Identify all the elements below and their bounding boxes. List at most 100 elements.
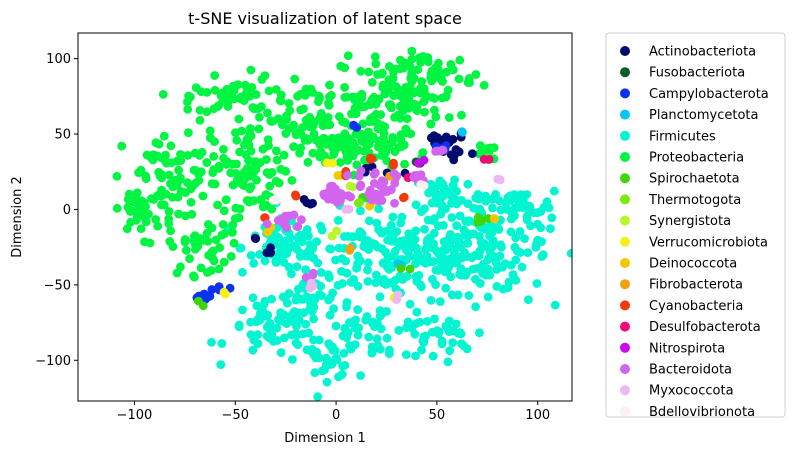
- point-bacteroidota: [326, 182, 335, 191]
- point-firmicutes: [249, 335, 259, 345]
- point-firmicutes: [355, 227, 365, 237]
- point-proteobacteria: [407, 77, 417, 86]
- point-firmicutes: [303, 247, 313, 257]
- point-proteobacteria: [217, 230, 227, 240]
- point-proteobacteria: [442, 91, 451, 101]
- point-firmicutes: [550, 300, 560, 310]
- point-firmicutes: [294, 315, 304, 325]
- legend-item: Proteobacteria: [620, 151, 744, 166]
- point-proteobacteria: [394, 143, 404, 152]
- point-firmicutes: [297, 237, 307, 247]
- point-proteobacteria: [210, 85, 220, 95]
- point-firmicutes: [292, 244, 302, 254]
- point-proteobacteria: [262, 200, 272, 210]
- point-firmicutes: [324, 273, 334, 283]
- legend-marker: [620, 236, 630, 247]
- point-proteobacteria: [401, 82, 411, 92]
- point-proteobacteria: [364, 67, 374, 77]
- point-proteobacteria: [226, 252, 236, 261]
- point-nitrospirota: [414, 158, 423, 168]
- point-proteobacteria: [188, 181, 198, 191]
- point-firmicutes: [412, 307, 422, 317]
- legend-item: Myxococcota: [620, 384, 734, 399]
- point-proteobacteria: [471, 70, 481, 79]
- y-tick-label: 0: [63, 203, 71, 218]
- point-firmicutes: [383, 253, 393, 263]
- point-firmicutes: [330, 346, 340, 356]
- point-firmicutes: [464, 291, 474, 300]
- point-firmicutes: [374, 204, 384, 214]
- point-firmicutes: [484, 253, 494, 263]
- point-firmicutes: [246, 251, 256, 260]
- point-proteobacteria: [327, 133, 337, 143]
- point-firmicutes: [451, 319, 461, 329]
- point-firmicutes: [447, 199, 456, 208]
- point-proteobacteria: [258, 144, 268, 154]
- point-myxococcota: [392, 295, 401, 304]
- chart-title: t-SNE visualization of latent space: [188, 9, 462, 28]
- point-firmicutes: [434, 327, 444, 337]
- point-firmicutes: [536, 223, 546, 233]
- point-firmicutes: [310, 368, 320, 378]
- legend-label: Cyanobacteria: [649, 299, 743, 314]
- point-firmicutes: [439, 203, 449, 213]
- point-proteobacteria: [347, 137, 356, 147]
- point-proteobacteria: [214, 161, 224, 171]
- point-proteobacteria: [278, 120, 287, 130]
- point-proteobacteria: [340, 83, 349, 92]
- point-proteobacteria: [234, 114, 244, 124]
- point-proteobacteria: [376, 144, 386, 153]
- point-proteobacteria: [159, 200, 169, 210]
- point-proteobacteria: [164, 219, 174, 229]
- point-proteobacteria: [434, 58, 443, 68]
- point-firmicutes: [416, 280, 425, 290]
- legend-item: Actinobacteriota: [620, 45, 756, 60]
- point-firmicutes: [322, 377, 332, 387]
- point-proteobacteria: [308, 148, 318, 158]
- y-axis-ticks: 100 50 0 −50 −100: [35, 52, 78, 369]
- point-proteobacteria: [416, 58, 425, 67]
- point-proteobacteria: [229, 86, 239, 96]
- point-proteobacteria: [241, 150, 251, 160]
- point-proteobacteria: [252, 175, 261, 185]
- point-bacteroidota: [262, 219, 272, 229]
- point-proteobacteria: [145, 238, 155, 248]
- point-bdellovibrionota: [419, 181, 429, 191]
- point-proteobacteria: [254, 124, 264, 134]
- point-proteobacteria: [430, 105, 439, 115]
- point-firmicutes: [364, 332, 374, 342]
- point-firmicutes: [207, 337, 216, 347]
- point-proteobacteria: [240, 140, 249, 150]
- point-firmicutes: [439, 187, 449, 197]
- point-firmicutes: [384, 349, 394, 359]
- point-proteobacteria: [161, 189, 171, 199]
- point-proteobacteria: [377, 121, 386, 130]
- point-cyanobacteria: [366, 154, 375, 164]
- x-axis-label: Dimension 1: [284, 431, 366, 446]
- point-firmicutes: [434, 249, 443, 258]
- point-firmicutes: [395, 237, 405, 247]
- point-bacteroidota: [284, 211, 293, 221]
- point-firmicutes: [538, 250, 548, 260]
- point-firmicutes: [353, 305, 363, 314]
- point-firmicutes: [271, 258, 281, 267]
- legend-marker: [620, 364, 630, 374]
- point-proteobacteria: [260, 71, 270, 80]
- point-proteobacteria: [183, 104, 193, 114]
- point-proteobacteria: [351, 147, 361, 156]
- point-proteobacteria: [211, 235, 221, 245]
- point-bacteroidota: [297, 215, 306, 225]
- point-firmicutes: [458, 252, 468, 262]
- legend-marker: [620, 300, 630, 311]
- point-firmicutes: [443, 357, 453, 367]
- point-firmicutes: [282, 298, 292, 308]
- point-firmicutes: [459, 341, 468, 351]
- point-proteobacteria: [335, 158, 345, 167]
- point-proteobacteria: [325, 80, 334, 90]
- point-proteobacteria: [167, 158, 176, 168]
- point-firmicutes: [255, 309, 265, 318]
- point-firmicutes: [461, 216, 471, 226]
- point-proteobacteria: [207, 179, 217, 189]
- point-proteobacteria: [151, 215, 161, 224]
- point-firmicutes: [506, 227, 516, 237]
